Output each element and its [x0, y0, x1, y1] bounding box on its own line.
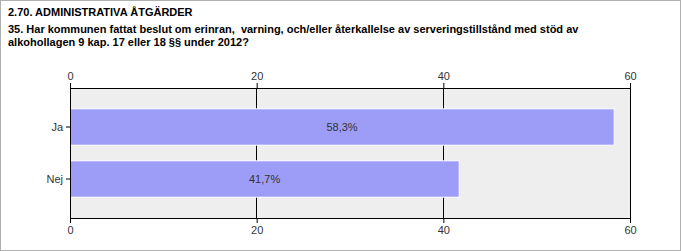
title: 2.70. ADMINISTRATIVA ÅTGÄRDER [8, 6, 193, 18]
tick-label: 0 [67, 224, 73, 236]
tick-label: 60 [624, 224, 636, 236]
axis-line [70, 89, 71, 219]
tick-mark [257, 83, 258, 88]
tick: Nej [46, 173, 70, 185]
tick-mark [443, 83, 444, 88]
category-label: Nej [46, 173, 63, 185]
tick-mark [66, 179, 70, 180]
tick-label: 40 [438, 70, 450, 82]
tick-label: 60 [624, 70, 636, 82]
plot-background [70, 88, 630, 218]
tick-label: 0 [67, 70, 73, 82]
tick-mark [70, 83, 71, 88]
x-axis-top: 0 20 40 60 [67, 70, 636, 89]
data-labels: 58,3% 41,7% [249, 121, 358, 185]
bar [70, 109, 614, 145]
grid-line [256, 88, 257, 218]
data-label: 41,7% [249, 173, 280, 185]
tick-mark [630, 218, 631, 223]
tick-label: 20 [251, 70, 263, 82]
tick: 40 [438, 218, 450, 236]
tick-mark [66, 127, 70, 128]
tick: 60 [624, 70, 636, 88]
bar [70, 161, 459, 197]
tick: 40 [438, 70, 450, 88]
tick-mark [443, 218, 444, 223]
x-axis-bottom: 0 20 40 60 [67, 218, 636, 236]
axis-line [71, 88, 631, 89]
tick-label: 40 [438, 224, 450, 236]
tick: Ja [51, 121, 70, 133]
grid [70, 88, 630, 218]
tick: 20 [251, 70, 263, 88]
tick-mark [630, 83, 631, 88]
subtitle: 35. Har kommunen fattat beslut om erinra… [8, 23, 648, 49]
y-axis: Ja Nej [46, 89, 70, 219]
tick-mark [70, 218, 71, 223]
tick-label: 20 [251, 224, 263, 236]
tick-mark [257, 218, 258, 223]
tick: 0 [67, 218, 73, 236]
tick: 60 [624, 218, 636, 236]
tick: 20 [251, 218, 263, 236]
tick: 0 [67, 70, 73, 88]
chart: 58,3% 41,7% 0 20 40 60 0 20 40 60 Ja Nej [0, 0, 681, 251]
grid-line [630, 88, 631, 218]
bars [70, 109, 614, 197]
grid-line [70, 88, 71, 218]
data-label: 58,3% [326, 121, 357, 133]
category-label: Ja [51, 121, 64, 133]
axis-line [71, 218, 631, 219]
grid-line [443, 88, 444, 218]
